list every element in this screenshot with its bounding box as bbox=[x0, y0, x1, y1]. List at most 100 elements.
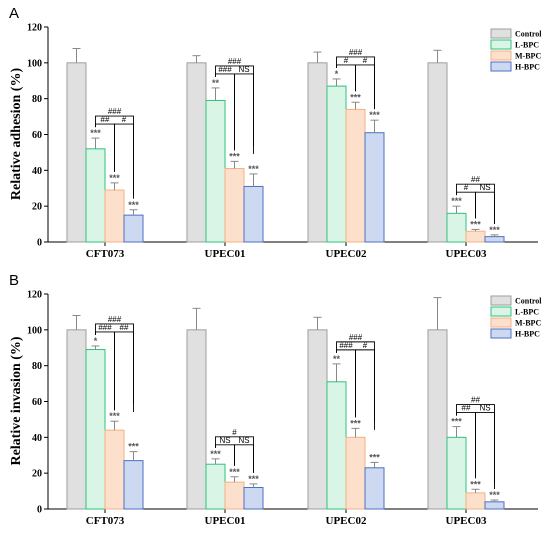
legend-swatch-m-bpc bbox=[490, 50, 512, 61]
comparison-bracket bbox=[215, 65, 254, 146]
y-axis-label: Relative invasion (%) bbox=[9, 336, 24, 465]
bar-m-bpc-upec02 bbox=[345, 436, 366, 510]
legend-swatch-l-bpc bbox=[490, 39, 512, 50]
bar-control-cft073 bbox=[66, 62, 87, 243]
bar-h-bpc-upec01 bbox=[243, 487, 264, 510]
bar-l-bpc-upec03 bbox=[446, 212, 467, 243]
bar-m-bpc-cft073 bbox=[104, 189, 125, 243]
y-tick-label: 20 bbox=[32, 469, 42, 480]
significance-stars: *** bbox=[369, 110, 380, 120]
y-tick-label: 40 bbox=[32, 166, 42, 177]
comparison-label: ## bbox=[120, 323, 129, 332]
bar-h-bpc-upec02 bbox=[364, 467, 385, 510]
comparison-label: # bbox=[464, 183, 469, 192]
bar-m-bpc-cft073 bbox=[104, 429, 125, 510]
panel-label: A bbox=[9, 5, 19, 22]
significance-stars: *** bbox=[350, 418, 361, 428]
significance-stars: *** bbox=[109, 173, 120, 183]
comparison-bracket bbox=[336, 341, 375, 422]
comparison-label: # bbox=[363, 341, 368, 350]
bar-l-bpc-upec02 bbox=[326, 381, 347, 510]
bar-control-upec03 bbox=[427, 329, 448, 510]
bar-m-bpc-upec01 bbox=[224, 168, 245, 243]
significance-stars: *** bbox=[489, 225, 500, 235]
significance-stars: *** bbox=[229, 151, 240, 161]
comparison-label: NS bbox=[238, 65, 249, 74]
bar-control-upec02 bbox=[307, 329, 328, 510]
significance-stars: *** bbox=[248, 164, 259, 174]
comparison-bracket bbox=[95, 323, 134, 404]
comparison-label: ### bbox=[228, 57, 242, 66]
significance-stars: *** bbox=[350, 92, 361, 102]
comparison-bracket bbox=[215, 436, 254, 473]
legend: Control L-BPC M-BPC H-BPC bbox=[490, 295, 542, 339]
category-label: UPEC01 bbox=[205, 515, 246, 527]
comparison-bracket bbox=[336, 56, 375, 110]
legend-label: L-BPC bbox=[515, 41, 539, 50]
bar-control-upec01 bbox=[186, 329, 207, 510]
legend-swatch-h-bpc bbox=[490, 328, 512, 339]
bar-l-bpc-cft073 bbox=[85, 349, 106, 510]
comparison-label: ### bbox=[339, 341, 353, 350]
bar-h-bpc-upec02 bbox=[364, 132, 385, 243]
y-tick-label: 20 bbox=[32, 202, 42, 213]
comparison-bracket bbox=[234, 73, 254, 154]
legend-label: Control bbox=[515, 30, 542, 39]
chart-panel-b: B Relative invasion (%) 0 20 40 60 80 100 120 CFT… bbox=[9, 272, 542, 527]
y-tick-label: 60 bbox=[32, 397, 42, 408]
legend-swatch-h-bpc bbox=[490, 61, 512, 72]
y-tick-label: 0 bbox=[37, 238, 42, 249]
comparison-label: ## bbox=[471, 175, 480, 184]
comparison-label: ### bbox=[349, 48, 363, 57]
category-label: UPEC03 bbox=[446, 248, 487, 260]
comparison-label: # bbox=[232, 428, 237, 437]
comparison-label: # bbox=[344, 56, 349, 65]
significance-stars: *** bbox=[248, 474, 259, 484]
legend-swatch-m-bpc bbox=[490, 317, 512, 328]
significance-stars: * bbox=[335, 69, 339, 79]
significance-stars: *** bbox=[451, 417, 462, 427]
panel-label: B bbox=[9, 272, 19, 289]
significance-stars: ** bbox=[212, 78, 220, 88]
y-axis-label: Relative adhesion (%) bbox=[9, 68, 24, 201]
significance-stars: *** bbox=[128, 200, 139, 210]
comparison-bracket bbox=[95, 115, 134, 197]
chart-panel-a: A Relative adhesion (%) 0 20 40 60 80 100 120 CFT… bbox=[9, 5, 542, 260]
bar-control-upec02 bbox=[307, 62, 328, 243]
comparison-label: ## bbox=[101, 115, 110, 124]
significance-stars: *** bbox=[128, 442, 139, 452]
comparison-label: NS bbox=[479, 183, 490, 192]
category-label: CFT073 bbox=[86, 515, 125, 527]
bar-h-bpc-upec03 bbox=[484, 236, 505, 243]
comparison-label: # bbox=[363, 56, 368, 65]
significance-stars: *** bbox=[90, 128, 101, 138]
bar-l-bpc-upec03 bbox=[446, 436, 467, 510]
bar-m-bpc-upec03 bbox=[465, 492, 486, 510]
y-tick-label: 80 bbox=[32, 361, 42, 372]
comparison-bracket bbox=[456, 183, 495, 224]
comparison-label: ### bbox=[108, 315, 122, 324]
legend-swatch-control bbox=[490, 28, 512, 39]
legend: Control L-BPC M-BPC H-BPC bbox=[490, 28, 542, 72]
bar-h-bpc-cft073 bbox=[123, 214, 144, 243]
bar-m-bpc-upec01 bbox=[224, 481, 245, 510]
legend-label: M-BPC bbox=[515, 319, 541, 328]
legend-label: H-BPC bbox=[515, 63, 540, 72]
comparison-bracket bbox=[114, 123, 134, 199]
bar-l-bpc-upec01 bbox=[205, 99, 226, 243]
comparison-label: ### bbox=[98, 323, 112, 332]
bar-h-bpc-upec01 bbox=[243, 185, 264, 243]
bar-h-bpc-upec03 bbox=[484, 501, 505, 510]
legend-label: H-BPC bbox=[515, 330, 540, 339]
comparison-label: NS bbox=[219, 436, 230, 445]
y-tick-label: 100 bbox=[27, 325, 42, 336]
significance-stars: *** bbox=[470, 219, 481, 229]
bar-control-upec03 bbox=[427, 62, 448, 243]
bar-control-upec01 bbox=[186, 62, 207, 243]
comparison-bracket bbox=[114, 331, 134, 412]
comparison-label: ## bbox=[471, 396, 480, 405]
bar-m-bpc-upec03 bbox=[465, 230, 486, 243]
comparison-bracket bbox=[475, 412, 495, 490]
